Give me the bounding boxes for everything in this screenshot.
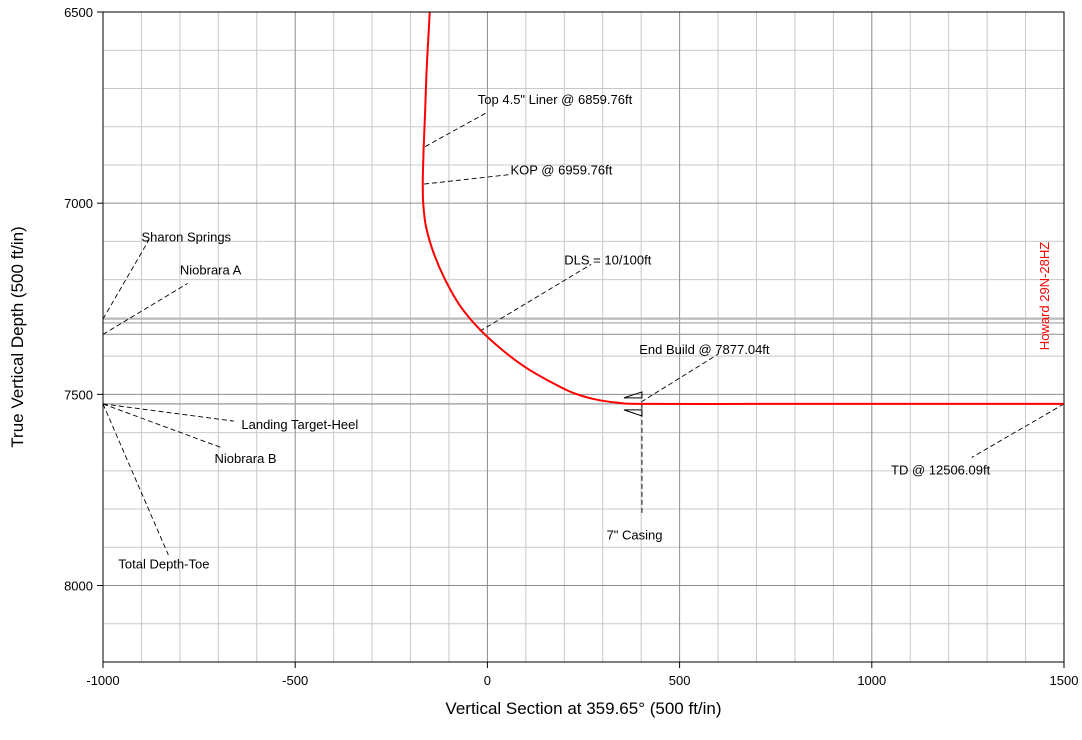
annotation-leader-total-depth-toe <box>102 403 169 556</box>
annotation-leader-end-build <box>640 353 719 403</box>
annotation-leader-sharon-springs <box>102 239 150 320</box>
annotation-kop: KOP @ 6959.76ft <box>510 163 612 178</box>
annotation-niobrara-b: Niobrara B <box>214 451 276 466</box>
annotation-niobrara-a: Niobrara A <box>180 263 242 278</box>
formation-lines <box>103 318 1064 405</box>
annotation-leader-niobrara-a <box>102 283 188 335</box>
annotation-leader-landing-target-heel <box>102 403 234 422</box>
well-name-label: Howard 29N-28HZ <box>1037 242 1052 350</box>
x-tick-label: 500 <box>669 673 691 688</box>
annotation-landing-target-heel: Landing Target-Heel <box>241 417 358 432</box>
y-tick-label: 7000 <box>64 196 93 211</box>
minor-grid <box>103 12 1064 663</box>
y-tick-label: 8000 <box>64 579 93 594</box>
x-axis-title: Vertical Section at 359.65° (500 ft/in) <box>445 699 721 718</box>
annotation-leader-dls <box>479 263 592 332</box>
annotation-dls: DLS = 10/100ft <box>564 252 651 267</box>
plot-border <box>102 11 1065 663</box>
annotation-leader-top-liner <box>424 112 486 147</box>
annotation-top-liner: Top 4.5" Liner @ 6859.76ft <box>478 92 633 107</box>
y-tick-labels: 6500 7000 7500 8000 <box>64 5 93 594</box>
annotation-end-build: End Build @ 7877.04ft <box>639 342 770 357</box>
y-axis-title: True Vertical Depth (500 ft/in) <box>8 226 27 447</box>
annotation-leader-niobrara-b <box>102 403 223 449</box>
casing-symbol-lower <box>623 409 643 417</box>
major-grid <box>102 11 1065 662</box>
annotations: Top 4.5" Liner @ 6859.76ft KOP @ 6959.76f… <box>102 92 1065 571</box>
annotation-seven-casing: 7" Casing <box>607 528 663 543</box>
series-layer <box>421 11 1064 405</box>
annotation-leader-kop <box>423 174 511 185</box>
y-tick-label: 7500 <box>64 387 93 402</box>
axis-ticks <box>97 11 1065 668</box>
annotation-total-depth-toe: Total Depth-Toe <box>118 556 209 571</box>
x-tick-label: -500 <box>282 673 308 688</box>
x-tick-label: 0 <box>484 673 491 688</box>
x-tick-labels: -1000 -500 0 500 1000 1500 <box>86 673 1078 688</box>
x-tick-label: 1500 <box>1050 673 1079 688</box>
y-tick-label: 6500 <box>64 5 93 20</box>
x-tick-label: 1000 <box>857 673 886 688</box>
annotation-leader-td <box>971 403 1065 458</box>
series-line-well-trajectory <box>421 11 1064 405</box>
annotation-td: TD @ 12506.09ft <box>891 463 991 478</box>
annotation-sharon-springs: Sharon Springs <box>141 229 231 244</box>
casing-symbol-upper <box>623 391 643 399</box>
x-tick-label: -1000 <box>86 673 119 688</box>
